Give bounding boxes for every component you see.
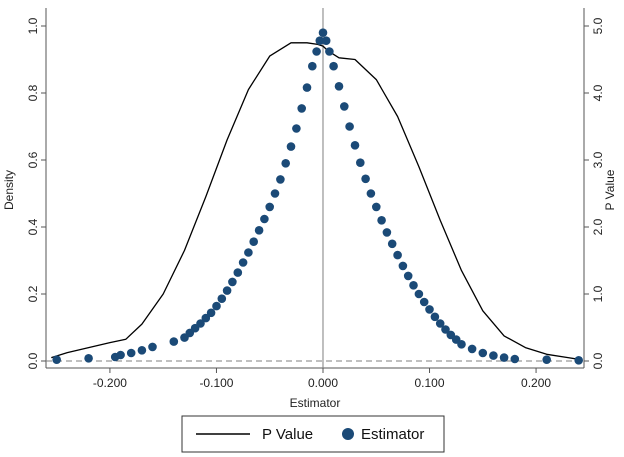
estimator-point [169, 337, 179, 346]
estimator-point [312, 47, 321, 56]
estimator-point [393, 250, 402, 260]
x-axis-title: Estimator [290, 396, 341, 410]
estimator-point [435, 319, 445, 328]
estimator-point [302, 83, 312, 92]
left-y-axis-title: Density [2, 170, 16, 210]
x-tick-label: -0.200 [93, 376, 127, 390]
reference-lines [46, 8, 584, 368]
estimator-point [340, 102, 349, 111]
legend-label-p-value: P Value [262, 426, 313, 443]
estimator-point [457, 340, 466, 349]
estimator-point [286, 142, 296, 151]
estimator-point [148, 342, 157, 352]
x-tick-label: 0.200 [521, 376, 551, 390]
estimator-point [329, 61, 338, 71]
estimator-point [478, 348, 488, 358]
estimator-point [292, 124, 301, 133]
left-y-tick-label: 0.0 [26, 352, 40, 369]
estimator-point [398, 261, 408, 271]
estimator-point [281, 159, 291, 168]
estimator-point [244, 248, 253, 257]
right-y-tick-label: 1.0 [591, 285, 605, 302]
estimator-point [52, 355, 61, 365]
estimator-point [228, 277, 237, 287]
estimator-point [361, 174, 370, 184]
legend-label-estimator: Estimator [361, 426, 424, 443]
estimator-point [377, 216, 386, 225]
estimator-point [249, 237, 258, 246]
estimator-point [387, 239, 397, 249]
estimator-point [321, 36, 331, 45]
estimator-point [356, 158, 365, 167]
estimator-point [137, 346, 147, 355]
estimator-point [542, 355, 551, 365]
estimator-point [260, 214, 269, 224]
estimator-point [308, 61, 317, 71]
estimator-point [222, 286, 232, 295]
estimator-point [414, 289, 424, 299]
estimator-point [372, 202, 381, 212]
left-y-tick-label: 0.4 [26, 218, 40, 235]
estimator-point [382, 228, 392, 237]
left-y-tick-label: 0.8 [26, 84, 40, 101]
p-value-line [51, 42, 579, 360]
left-y-ticks: 0.0 0.2 0.4 0.6 0.8 1.0 [26, 17, 46, 369]
estimator-point [84, 354, 93, 363]
x-tick-label: -0.100 [199, 376, 233, 390]
estimator-point [419, 297, 429, 307]
estimator-point [499, 353, 509, 362]
estimator-point [265, 202, 275, 212]
x-tick-label: 0.000 [308, 376, 338, 390]
x-tick-label: 0.100 [415, 376, 445, 390]
estimator-point [318, 28, 328, 37]
right-y-tick-label: 5.0 [591, 17, 605, 34]
estimator-point [409, 281, 418, 290]
estimator-point [206, 308, 216, 318]
legend: P Value Estimator [181, 415, 445, 453]
estimator-point [350, 141, 360, 150]
right-y-tick-label: 3.0 [591, 151, 605, 168]
estimator-point [297, 104, 307, 113]
right-y-tick-label: 2.0 [591, 218, 605, 235]
x-ticks: -0.200 -0.100 0.000 0.100 0.200 [93, 368, 551, 390]
estimator-point [270, 189, 280, 198]
right-y-ticks: 0.0 1.0 2.0 3.0 4.0 5.0 [584, 17, 605, 369]
estimator-point [574, 356, 583, 365]
estimator-point [425, 305, 434, 314]
plot-frame [45, 8, 585, 369]
estimator-point [254, 226, 264, 235]
legend-point-swatch [342, 428, 354, 440]
estimator-point [233, 268, 243, 277]
left-y-tick-label: 0.6 [26, 151, 40, 168]
estimator-point [126, 348, 136, 358]
estimator-point [345, 122, 354, 131]
right-y-tick-label: 4.0 [591, 84, 605, 101]
estimator-point [366, 189, 376, 198]
right-y-tick-label: 0.0 [591, 352, 605, 369]
estimator-point [196, 319, 205, 328]
estimator-point [334, 82, 344, 91]
estimator-point [467, 344, 477, 354]
left-y-tick-label: 0.2 [26, 285, 40, 302]
right-y-axis-title: P Value [603, 169, 617, 210]
estimator-point [315, 36, 325, 45]
estimator-point [116, 350, 125, 360]
estimator-point [217, 294, 227, 304]
estimator-point [201, 313, 211, 323]
estimator-point [276, 175, 285, 184]
estimator-point [489, 351, 498, 360]
estimator-point [238, 258, 248, 267]
estimator-point [212, 301, 221, 311]
estimator-point [430, 312, 440, 322]
estimator-point [510, 354, 520, 364]
estimator-point [441, 325, 450, 334]
estimator-series [52, 28, 583, 365]
left-y-tick-label: 1.0 [26, 17, 40, 34]
estimator-point [325, 47, 334, 56]
p-value-series [51, 42, 579, 360]
estimator-point [403, 271, 413, 281]
